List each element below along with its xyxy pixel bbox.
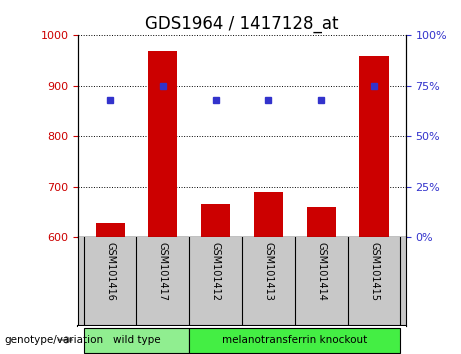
Text: GSM101417: GSM101417 [158,241,168,301]
Text: wild type: wild type [112,335,160,345]
Text: GSM101416: GSM101416 [105,241,115,301]
Bar [201,204,230,237]
Bar [189,328,401,353]
Text: GSM101413: GSM101413 [263,241,273,301]
Bar [360,56,389,237]
Bar [307,207,336,237]
Text: melanotransferrin knockout: melanotransferrin knockout [222,335,367,345]
Text: GSM101415: GSM101415 [369,241,379,301]
Title: GDS1964 / 1417128_at: GDS1964 / 1417128_at [145,15,339,33]
Bar [148,51,177,237]
Text: GSM101412: GSM101412 [211,241,221,301]
Text: genotype/variation: genotype/variation [5,335,104,345]
Bar [254,192,283,237]
Bar [83,328,189,353]
Text: GSM101414: GSM101414 [316,241,326,301]
Bar [95,223,124,237]
